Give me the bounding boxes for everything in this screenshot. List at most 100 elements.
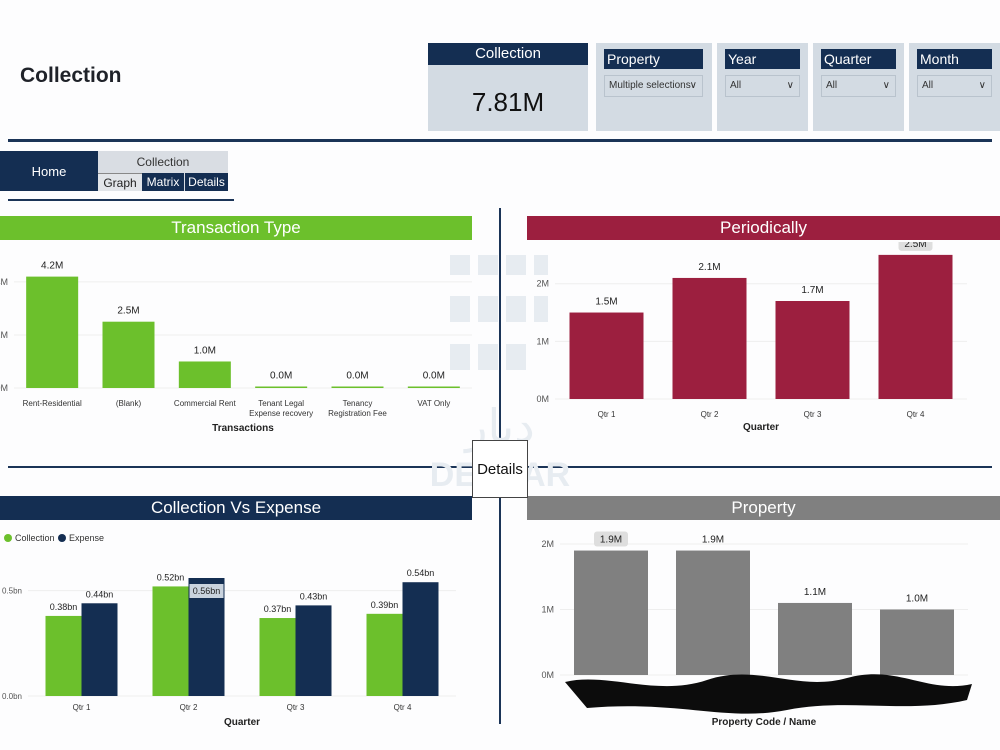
data-label: 1.1M <box>804 587 826 598</box>
home-button[interactable]: Home <box>0 151 98 191</box>
bar <box>331 386 384 388</box>
y-tick-label: 1M <box>541 605 554 615</box>
x-tick-label: Commercial Rent <box>174 399 237 408</box>
x-axis-title: Property Code / Name <box>712 717 817 728</box>
property-header: Property <box>527 496 1000 520</box>
chevron-down-icon: ∨ <box>978 80 986 91</box>
deyaar-watermark: ديار DEYAAR <box>430 255 570 494</box>
vertical-divider-bottom <box>499 498 501 724</box>
redaction-scribble <box>565 674 972 714</box>
data-label: 0.44bn <box>86 589 114 599</box>
data-label: 0.52bn <box>157 572 185 582</box>
data-label: 1.0M <box>194 345 216 356</box>
bar <box>574 550 648 675</box>
x-tick-label: Tenant Legal <box>258 399 304 408</box>
x-tick-label: Qtr 1 <box>73 703 91 712</box>
year-dropdown[interactable]: All ∨ <box>725 75 800 97</box>
x-axis-title: Quarter <box>743 422 779 433</box>
month-slicer: Month All ∨ <box>909 43 1000 131</box>
x-tick-label: Qtr 4 <box>907 410 925 419</box>
bar <box>152 586 189 696</box>
highlight-label-bg <box>594 531 628 547</box>
data-label: 1.7M <box>801 285 823 296</box>
x-tick-label: Rent-Residential <box>23 399 82 408</box>
quarter-dropdown[interactable]: All ∨ <box>821 75 896 97</box>
x-axis-title: Transactions <box>212 423 274 434</box>
kpi-label: Collection <box>428 43 588 65</box>
bar <box>775 301 850 399</box>
highlight-label-bg <box>189 584 224 598</box>
x-tick-label: Registration Fee <box>328 409 387 418</box>
data-label: 2.5M <box>117 306 139 317</box>
quarter-dropdown-value: All <box>826 80 838 91</box>
nav-underline <box>8 199 234 201</box>
x-tick-label: Qtr 4 <box>394 703 412 712</box>
x-tick-label: Qtr 2 <box>701 410 719 419</box>
bar <box>569 312 644 399</box>
transaction-type-header: Transaction Type <box>0 216 472 240</box>
bar <box>407 386 460 388</box>
collection-kpi-card: Collection 7.81M <box>428 43 588 131</box>
highlight-label-bg <box>898 242 933 251</box>
property-dropdown[interactable]: Multiple selections ∨ <box>604 75 703 97</box>
periodically-chart: 0M 1M 2M 1.5M Qtr 1 2.1M Qtr 2 1.7M Qtr 3 2.5M Qtr… <box>536 242 967 433</box>
chevron-down-icon: ∨ <box>786 80 794 91</box>
data-label: 0.38bn <box>50 602 78 612</box>
data-label: 1.5M <box>595 297 617 308</box>
chevron-down-icon: ∨ <box>882 80 890 91</box>
data-label: 0.43bn <box>300 591 328 601</box>
header-divider <box>8 139 992 142</box>
data-label: 2.1M <box>698 262 720 273</box>
data-label: 0.56bn <box>193 586 221 596</box>
tab-details[interactable]: Details <box>185 173 228 191</box>
legend-marker <box>58 534 66 542</box>
y-tick-label: 0M <box>541 670 554 680</box>
bar <box>778 602 852 675</box>
y-tick-label: 1M <box>536 336 549 346</box>
horizontal-divider-right <box>528 466 992 468</box>
property-dropdown-value: Multiple selections <box>609 80 691 91</box>
horizontal-divider-left <box>8 466 472 468</box>
collection-vs-expense-header: Collection Vs Expense <box>0 496 472 520</box>
x-tick-label: Qtr 2 <box>180 703 198 712</box>
bar <box>81 603 118 696</box>
x-tick-label: Tenancy <box>343 399 373 408</box>
bar <box>102 321 155 388</box>
data-label: 0.0M <box>270 371 292 382</box>
quarter-slicer-label: Quarter <box>821 49 896 69</box>
bar <box>878 254 953 399</box>
x-tick-label: VAT Only <box>417 399 450 408</box>
bar <box>26 276 79 388</box>
collection-nav-label: Collection <box>136 155 190 169</box>
periodically-header: Periodically <box>527 216 1000 240</box>
details-button[interactable]: Details <box>472 440 528 498</box>
data-label: 1.9M <box>702 535 724 546</box>
month-slicer-label: Month <box>917 49 992 69</box>
y-tick-label: 4M <box>0 277 8 287</box>
x-tick-label: (Blank) <box>116 399 142 408</box>
bar <box>45 615 82 696</box>
x-axis-title: Quarter <box>224 717 260 728</box>
x-tick-label: Qtr 3 <box>287 703 305 712</box>
bar <box>178 361 231 388</box>
tab-graph[interactable]: Graph <box>98 173 142 191</box>
year-slicer-label: Year <box>725 49 800 69</box>
y-tick-label: 2M <box>0 330 8 340</box>
month-dropdown[interactable]: All ∨ <box>917 75 992 97</box>
transaction-type-chart: 0M 2M 4M 4.2M Rent-Residential 2.5M (Blank) 1.0… <box>0 261 472 434</box>
data-label: 4.2M <box>41 261 63 272</box>
property-chart: 0M 1M 2M 1.9M 1.9M 1.1M 1.0M Property Code / Na… <box>541 531 972 728</box>
data-label: 1.0M <box>906 594 928 605</box>
y-tick-label: 0M <box>536 394 549 404</box>
property-slicer-label: Property <box>604 49 703 69</box>
year-dropdown-value: All <box>730 80 742 91</box>
data-label: 0.54bn <box>407 568 435 578</box>
y-tick-label: 0M <box>0 383 8 393</box>
x-tick-label: Expense recovery <box>249 409 313 418</box>
year-slicer: Year All ∨ <box>717 43 808 131</box>
x-tick-label: Qtr 1 <box>598 410 616 419</box>
tab-matrix[interactable]: Matrix <box>142 173 184 191</box>
data-label: 0.0M <box>423 371 445 382</box>
collection-vs-expense-chart: 0.0bn 0.5bn Collection Expense 0.38bn 0.44bn Q… <box>2 533 456 728</box>
